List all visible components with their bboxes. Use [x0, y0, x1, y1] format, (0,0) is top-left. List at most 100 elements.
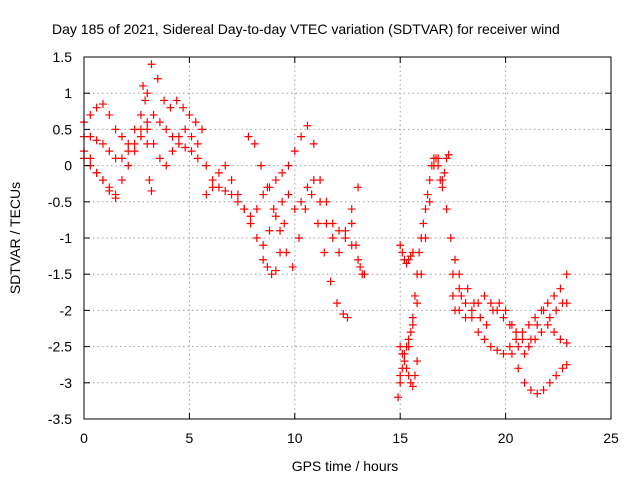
data-point [486, 299, 495, 308]
data-point [139, 81, 148, 90]
data-point [297, 197, 306, 206]
data-point [105, 147, 114, 156]
data-point [402, 259, 411, 268]
data-point [341, 226, 350, 235]
data-point [174, 132, 183, 141]
data-point [130, 147, 139, 156]
data-point [476, 313, 485, 322]
data-point [545, 313, 554, 322]
data-point [316, 197, 325, 206]
data-point [451, 306, 460, 315]
data-point [400, 357, 409, 366]
data-point [271, 212, 280, 221]
data-point [550, 291, 559, 300]
data-point [463, 284, 472, 293]
data-point [505, 342, 514, 351]
x-tick-label: 5 [186, 430, 194, 446]
data-point [202, 161, 211, 170]
data-point [143, 89, 152, 98]
data-point [526, 386, 535, 395]
data-point [448, 291, 457, 300]
data-point [499, 313, 508, 322]
data-point [187, 147, 196, 156]
data-point [309, 139, 318, 148]
data-point [246, 219, 255, 228]
data-point [187, 132, 196, 141]
data-point [514, 364, 523, 373]
data-point [86, 132, 95, 141]
data-point [556, 335, 565, 344]
y-tick-label: -1 [60, 230, 73, 246]
data-point [402, 364, 411, 373]
data-point [259, 255, 268, 264]
data-point [474, 328, 483, 337]
data-point [259, 190, 268, 199]
data-point [153, 74, 162, 83]
data-point [455, 284, 464, 293]
series-track-k [394, 150, 453, 402]
data-point [347, 205, 356, 214]
data-point [408, 313, 417, 322]
data-point [252, 205, 261, 214]
data-point [335, 248, 344, 257]
data-point [193, 154, 202, 163]
data-point [451, 255, 460, 264]
data-point [313, 219, 322, 228]
data-point [295, 234, 304, 242]
data-point [263, 262, 272, 271]
data-point [250, 139, 259, 148]
data-point [136, 132, 145, 141]
data-point [111, 125, 120, 134]
data-point [341, 234, 350, 242]
data-point [263, 183, 272, 192]
data-point [143, 139, 152, 148]
data-point [434, 154, 443, 163]
data-point [469, 299, 478, 308]
data-point [284, 190, 293, 199]
y-tick-label: 0.5 [53, 121, 73, 137]
data-point [326, 277, 335, 286]
data-point [562, 299, 571, 308]
data-point [278, 168, 287, 177]
data-point [404, 255, 413, 264]
data-point [233, 190, 242, 199]
data-point [278, 197, 287, 206]
data-point [246, 212, 255, 221]
data-point [168, 147, 177, 156]
data-point [480, 335, 489, 344]
data-point [480, 291, 489, 300]
data-point [545, 378, 554, 387]
series-track-a [80, 60, 207, 148]
data-point [562, 360, 571, 369]
data-point [280, 219, 289, 228]
data-point [467, 306, 476, 315]
data-point [141, 96, 150, 105]
data-point [394, 393, 403, 402]
grid [84, 57, 611, 419]
data-point [86, 154, 95, 163]
data-point [457, 291, 466, 300]
data-point [252, 234, 261, 242]
data-point [271, 176, 280, 185]
y-tick-label: 0 [64, 158, 72, 174]
data-point [332, 299, 341, 308]
data-point [425, 197, 434, 206]
data-point [499, 349, 508, 358]
data-point [117, 154, 126, 163]
series-track-m [396, 241, 417, 268]
data-point [558, 364, 567, 373]
data-point [160, 96, 169, 105]
y-axis-label: SDTVAR / TECUs [7, 182, 23, 294]
data-point [524, 342, 533, 351]
data-point [233, 197, 242, 206]
data-point [86, 110, 95, 119]
data-point [221, 186, 230, 195]
data-point [191, 118, 200, 127]
data-point [147, 186, 156, 195]
data-point [276, 248, 285, 257]
data-point [98, 100, 107, 109]
data-point [396, 342, 405, 351]
data-point [550, 328, 559, 337]
data-point [396, 371, 405, 380]
data-point [442, 205, 451, 214]
